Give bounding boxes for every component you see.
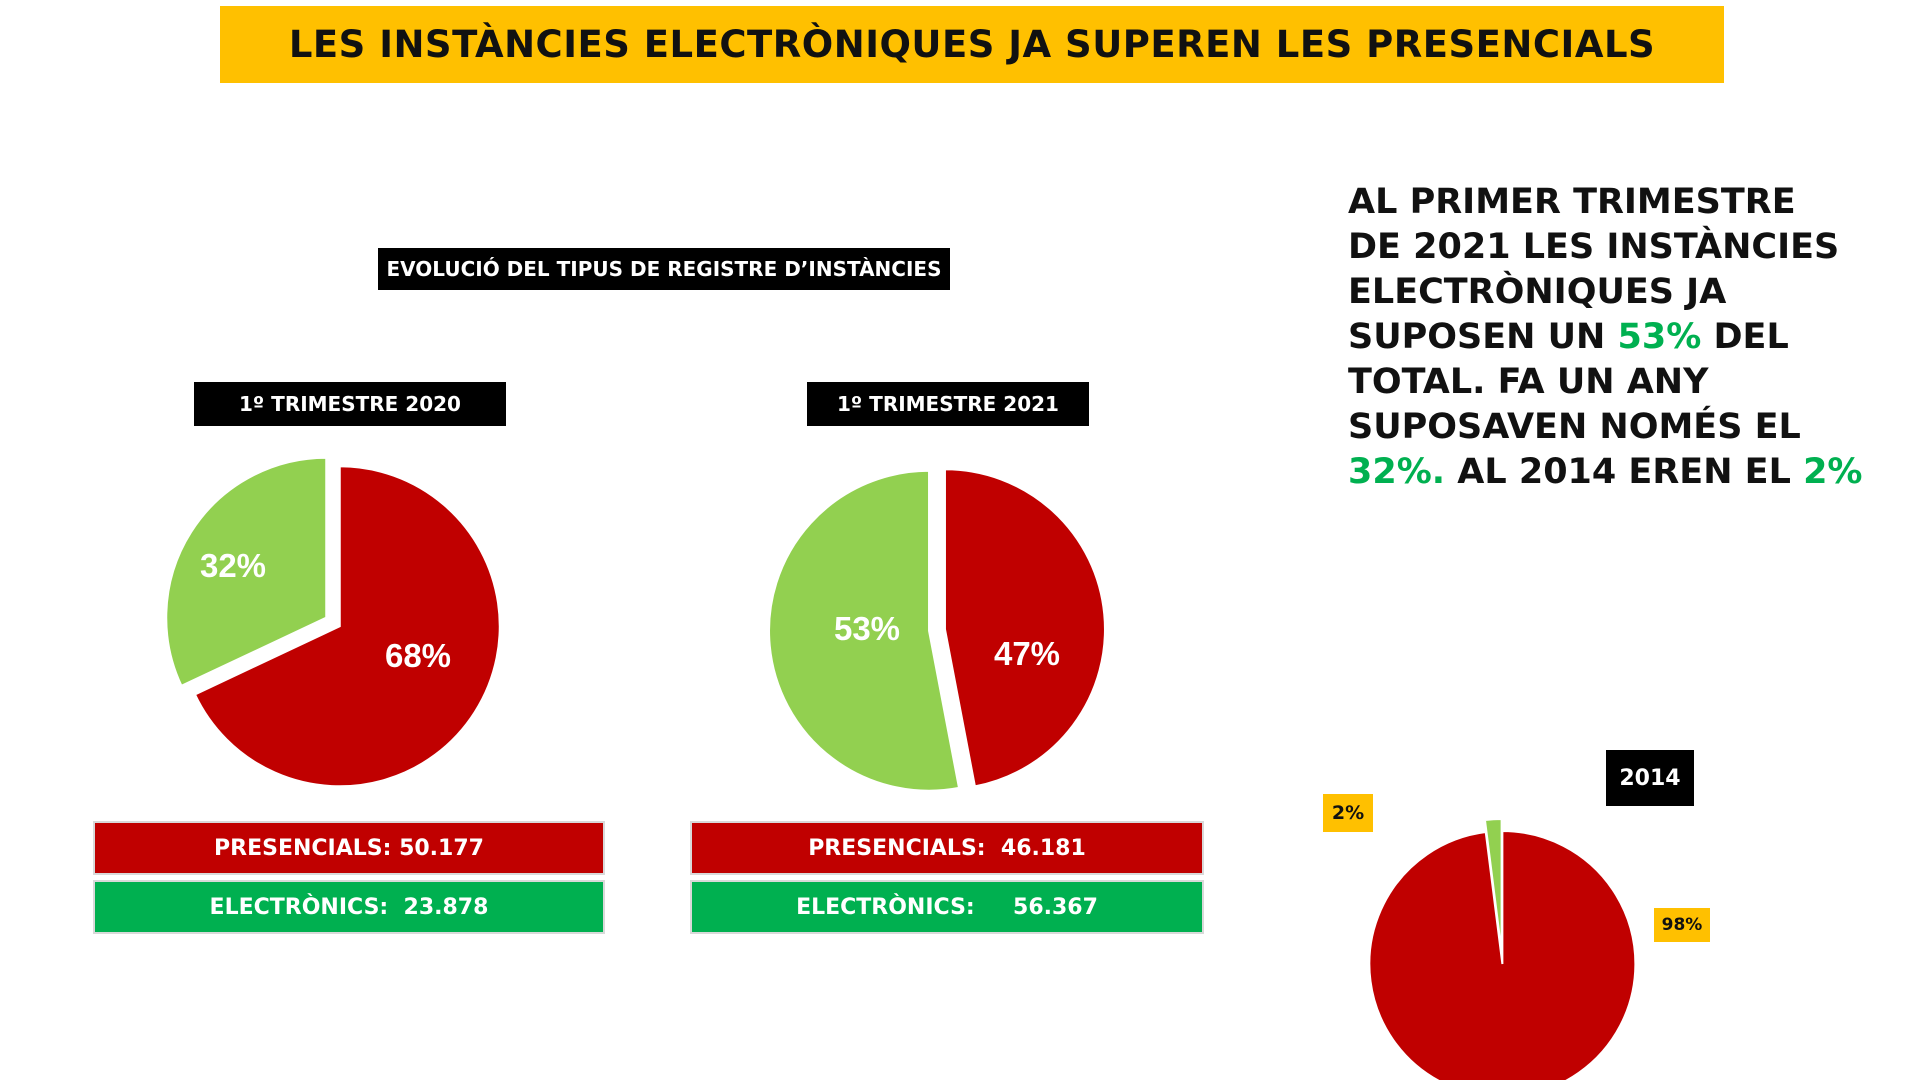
headline-text: AL PRIMER TRIMESTRE DE 2021 LES INSTÀNCI… xyxy=(1348,180,1868,495)
pie-slice-2-0 xyxy=(1368,829,1637,1080)
pie-data-label-0-0: 68% xyxy=(385,637,451,674)
pie-data-label-1-0: 47% xyxy=(994,635,1060,672)
headline-line: SUPOSEN UN 53% DEL xyxy=(1348,315,1868,360)
pie-slice-1-1 xyxy=(768,469,961,792)
title-banner: LES INSTÀNCIES ELECTRÒNIQUES JA SUPEREN … xyxy=(220,6,1724,83)
pie-data-label-1-1: 53% xyxy=(834,610,900,647)
headline-line: AL PRIMER TRIMESTRE xyxy=(1348,182,1796,222)
pie-data-label-0-1: 32% xyxy=(200,547,266,584)
pie-title-2021: 1º TRIMESTRE 2021 xyxy=(807,382,1089,426)
page-title: LES INSTÀNCIES ELECTRÒNIQUES JA SUPEREN … xyxy=(288,23,1656,66)
pie-title-2014: 2014 xyxy=(1606,750,1694,806)
highlight-53: 53% xyxy=(1617,317,1702,357)
pie-slice-0-0 xyxy=(193,465,501,788)
pie-title-2020: 1º TRIMESTRE 2020 xyxy=(194,382,506,426)
count-electronics-2021: ELECTRÒNICS: 56.367 xyxy=(690,880,1204,934)
pie-slice-1-0 xyxy=(943,468,1106,788)
headline-line: 32%. AL 2014 EREN EL 2% xyxy=(1348,450,1868,495)
count-presencials-2020: PRESENCIALS: 50.177 xyxy=(93,821,605,875)
headline-text-part: DEL xyxy=(1701,317,1789,357)
pie-slice-0-1 xyxy=(165,456,328,688)
headline-line: ELECTRÒNIQUES JA xyxy=(1348,272,1727,312)
pie-2014-label-presencial: 98% xyxy=(1654,908,1710,942)
count-electronics-2020: ELECTRÒNICS: 23.878 xyxy=(93,880,605,934)
headline-line: TOTAL. FA UN ANY xyxy=(1348,362,1709,402)
headline-text-part: AL 2014 EREN EL xyxy=(1445,452,1804,492)
chart-subtitle: EVOLUCIÓ DEL TIPUS DE REGISTRE D’INSTÀNC… xyxy=(378,248,950,290)
pie-slice-2-1 xyxy=(1483,818,1503,953)
headline-line: SUPOSAVEN NOMÉS EL xyxy=(1348,407,1801,447)
highlight-32: 32%. xyxy=(1348,452,1446,492)
count-presencials-2021: PRESENCIALS: 46.181 xyxy=(690,821,1204,875)
headline-line: DE 2021 LES INSTÀNCIES xyxy=(1348,227,1840,267)
pie-2014-label-electronic: 2% xyxy=(1323,794,1373,832)
highlight-2: 2% xyxy=(1803,452,1863,492)
headline-text-part: SUPOSEN UN xyxy=(1348,317,1618,357)
